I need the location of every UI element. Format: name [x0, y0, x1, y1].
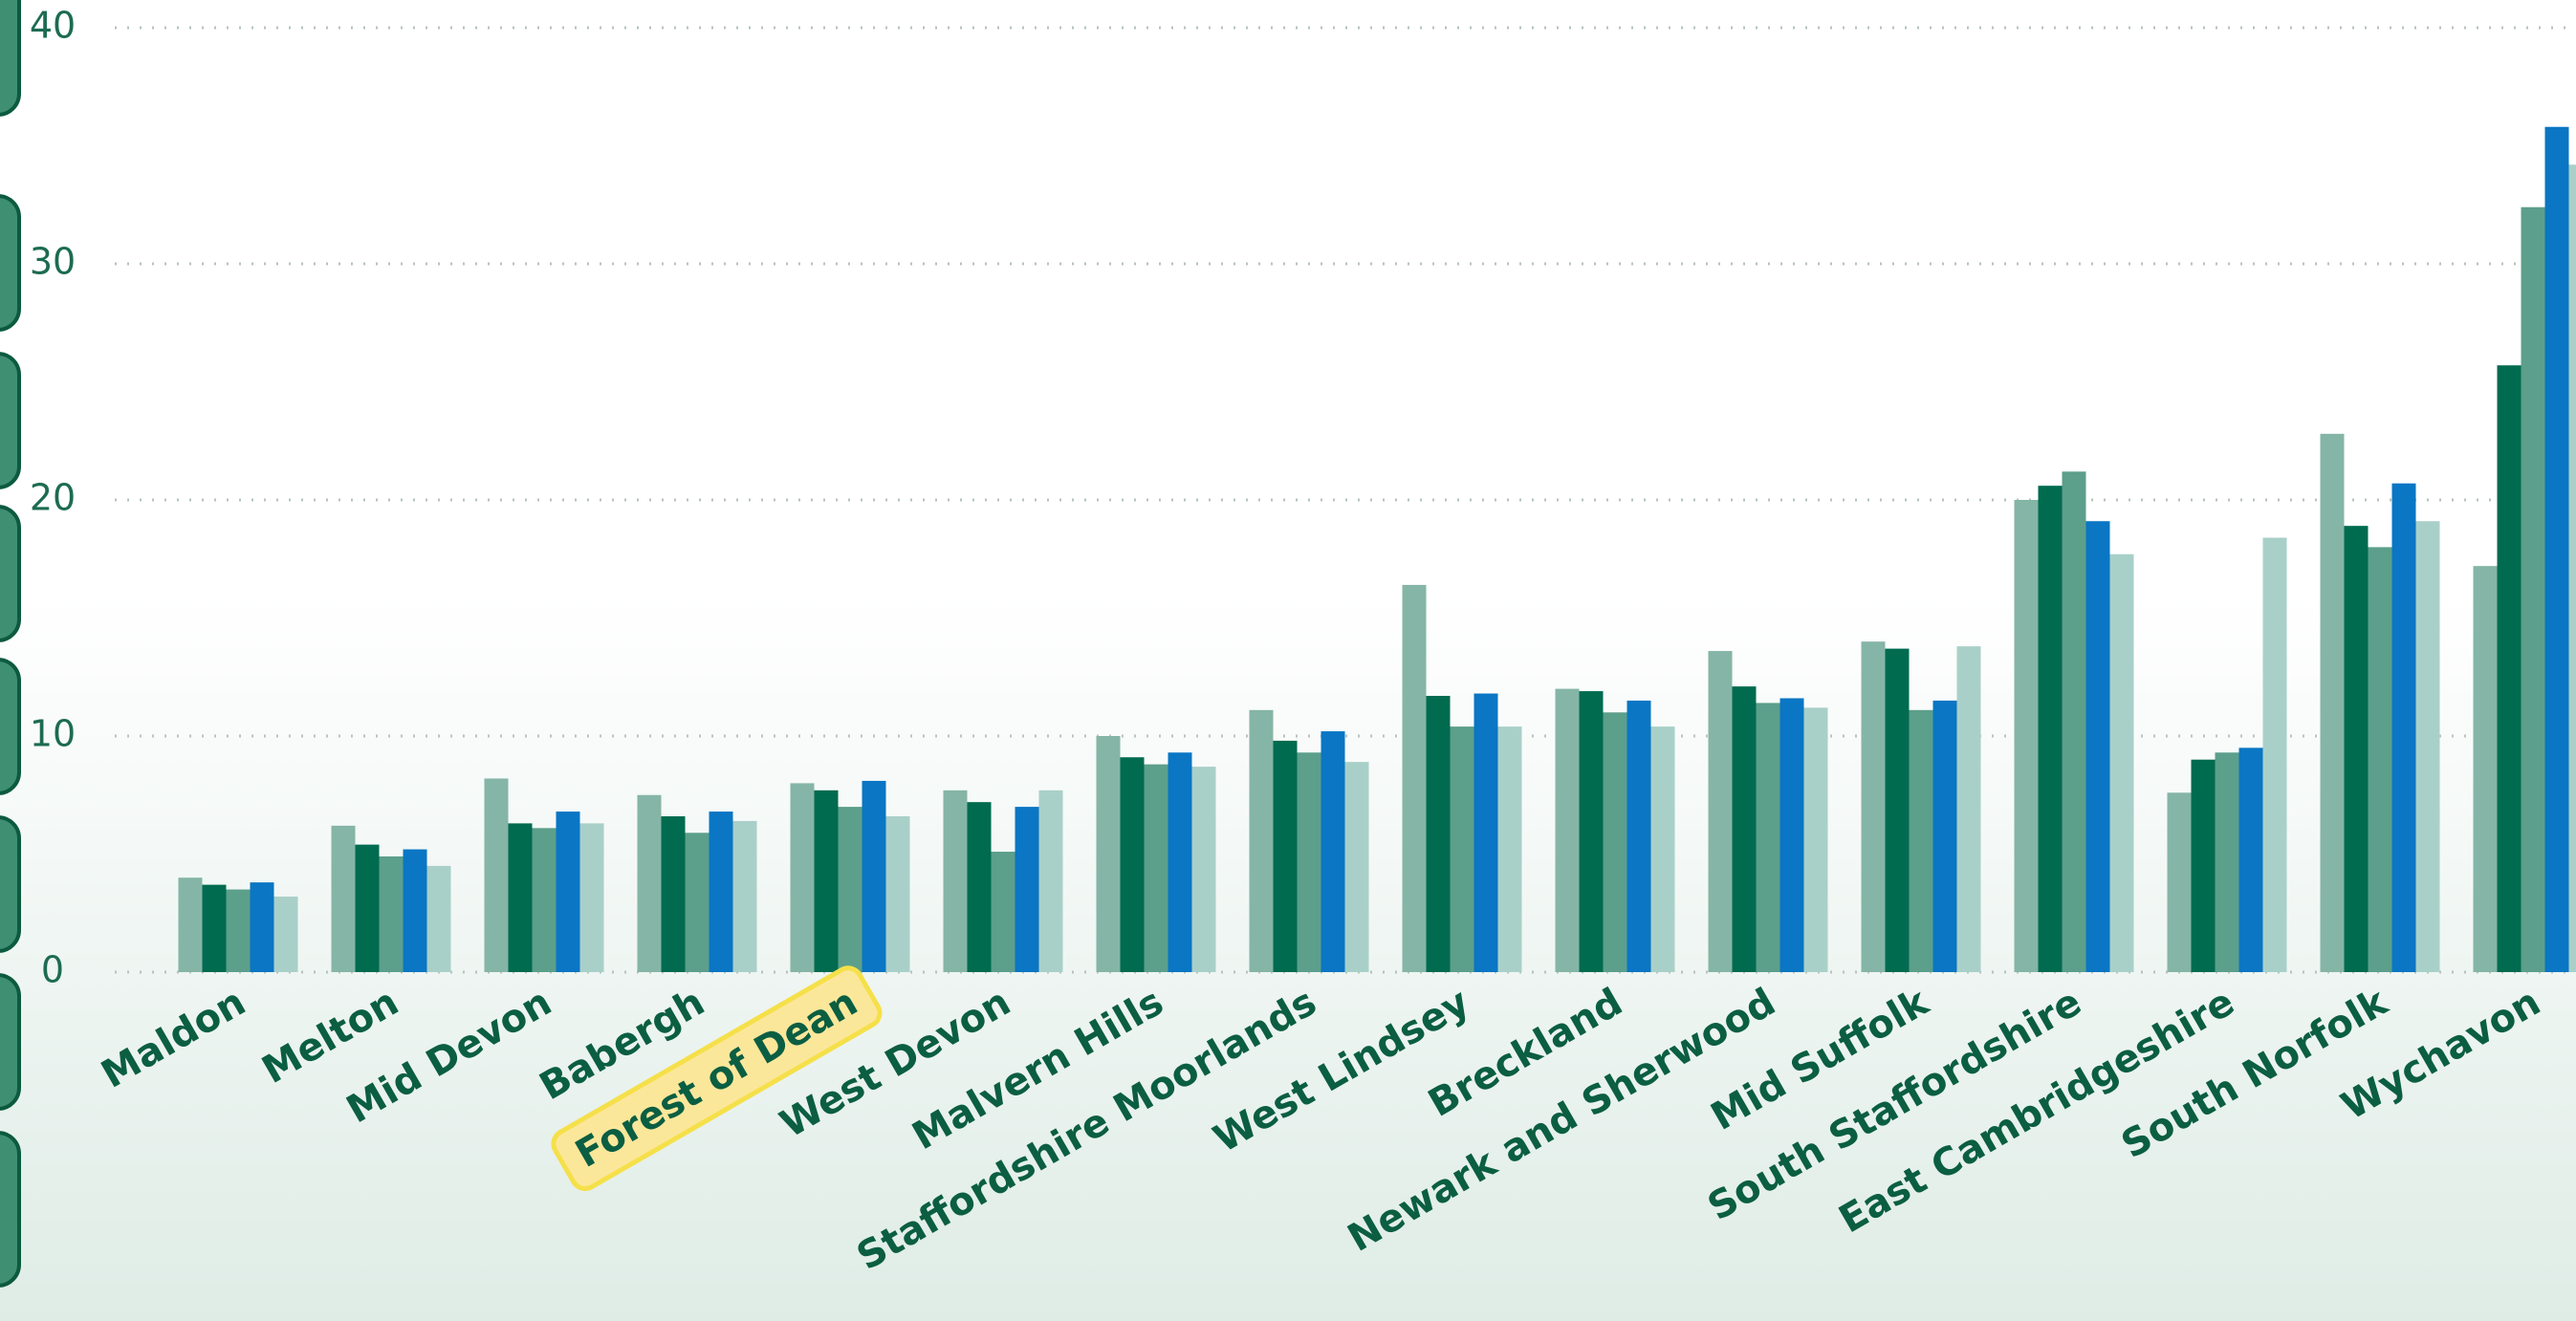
bar: [1120, 757, 1145, 972]
bar: [1249, 709, 1274, 972]
bar: [1096, 736, 1121, 972]
bar: [1474, 693, 1498, 972]
y-tick-label: 30: [30, 241, 76, 283]
bar: [1038, 790, 1063, 972]
bar: [1191, 767, 1216, 972]
bar: [2215, 752, 2239, 972]
bar: [1603, 712, 1627, 972]
bar: [2238, 747, 2263, 972]
bar: [2415, 521, 2440, 972]
bar: [556, 812, 580, 972]
bar: [2344, 526, 2369, 972]
bar: [862, 780, 886, 972]
bar: [814, 790, 839, 972]
bar: [2568, 164, 2576, 972]
bar: [1932, 700, 1957, 972]
bar: [403, 849, 427, 972]
bar: [226, 889, 251, 972]
bar: [484, 778, 509, 972]
bar: [508, 823, 533, 972]
bar: [943, 790, 968, 972]
bar: [1015, 807, 1039, 972]
y-tick-label: 40: [30, 5, 76, 47]
bar: [2014, 500, 2039, 972]
bar: [1168, 752, 1192, 972]
highlight: [551, 965, 883, 1191]
bar: [1803, 707, 1828, 972]
bar: [1144, 764, 1168, 972]
bar: [532, 828, 557, 972]
bar: [1650, 726, 1675, 972]
bar: [1497, 726, 1522, 972]
bar: [2391, 483, 2416, 972]
bar: [2521, 206, 2545, 973]
bar: [178, 877, 203, 972]
bar: [2062, 471, 2086, 972]
bar: [1579, 691, 1604, 972]
bar: [1732, 686, 1757, 972]
y-tick-label: 0: [41, 949, 64, 991]
bar: [685, 833, 709, 972]
bar: [1273, 740, 1298, 972]
bar: [885, 815, 910, 972]
bar: [1297, 752, 1321, 972]
bar: [331, 825, 356, 972]
bar: [2320, 433, 2345, 973]
bar: [1909, 709, 1933, 972]
bar: [202, 884, 227, 972]
bar: [579, 823, 604, 972]
bar: [709, 812, 733, 972]
bar: [1956, 646, 1981, 972]
bar: [1779, 698, 1804, 972]
bar: [1321, 731, 1345, 972]
bar: [273, 896, 298, 972]
bar: [426, 865, 451, 972]
bar: [2109, 553, 2134, 972]
y-tick-label: 10: [30, 713, 76, 755]
bar: [2191, 759, 2216, 972]
bar: [1708, 651, 1733, 972]
bar: [1861, 641, 1886, 972]
bar: [1626, 700, 1651, 972]
bar: [732, 820, 757, 972]
bar: [838, 807, 862, 972]
bar: [355, 844, 380, 972]
bar: [1756, 703, 1780, 972]
bar: [2167, 792, 2192, 972]
bar: [2497, 365, 2521, 973]
bar: [1344, 762, 1369, 972]
bar: [1426, 696, 1451, 972]
bar: [967, 802, 992, 972]
bar: [2473, 566, 2498, 972]
bar: [2085, 521, 2110, 972]
bar: [1450, 726, 1474, 972]
bar: [1885, 648, 1910, 972]
bar: [1555, 688, 1580, 972]
bar: [379, 855, 404, 972]
y-tick-label: 20: [30, 477, 76, 519]
side-tabs: [0, 0, 21, 1288]
bar: [2262, 537, 2287, 972]
bar: [250, 882, 274, 972]
bar: [991, 852, 1015, 972]
bar: [2544, 126, 2569, 973]
bar: [2368, 547, 2392, 972]
bar: [661, 815, 686, 972]
bar: [1402, 584, 1427, 972]
bar: [790, 783, 815, 972]
bar: [2038, 486, 2063, 972]
bar: [637, 794, 662, 972]
